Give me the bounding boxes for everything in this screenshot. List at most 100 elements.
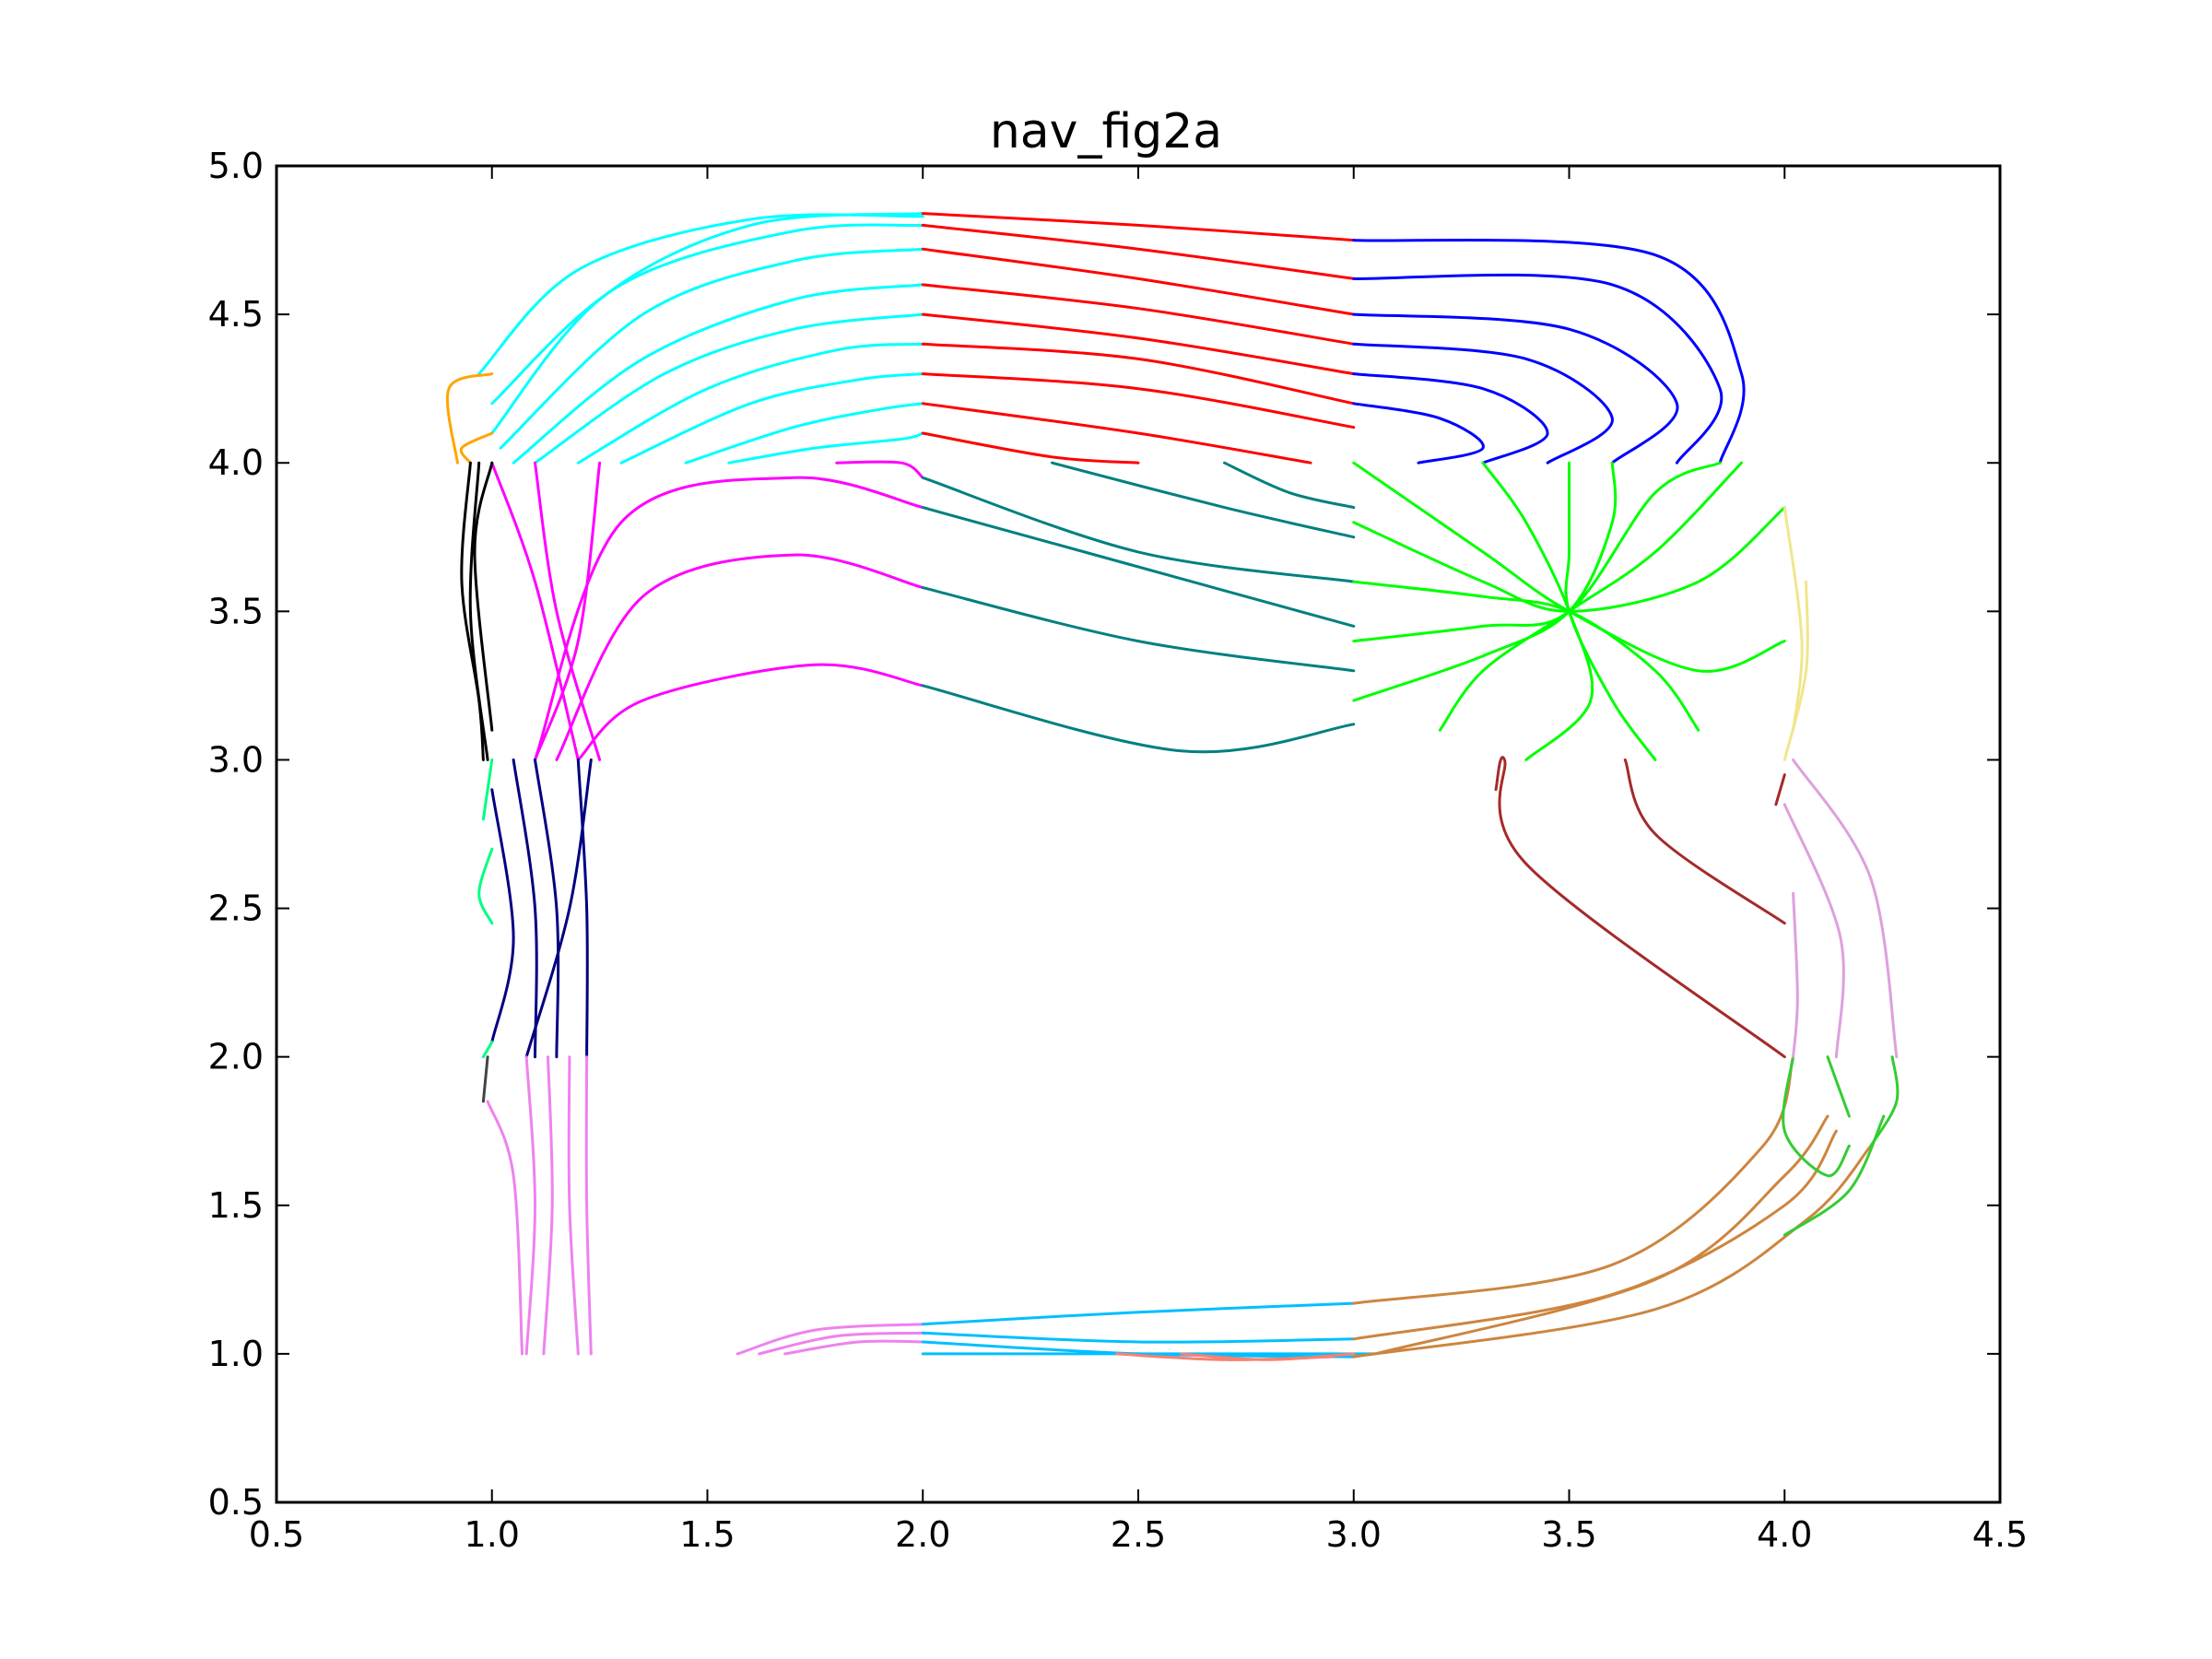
- trajectory-line: [499, 247, 924, 450]
- trajectory-line: [1352, 372, 1549, 465]
- trajectory-line: [468, 461, 489, 761]
- trajectory-line: [584, 1055, 593, 1356]
- trajectory-line: [1352, 238, 1746, 465]
- trajectory-line: [921, 372, 1356, 429]
- trajectory-line: [477, 213, 924, 376]
- trajectory-line: [921, 586, 1356, 673]
- x-axis: 0.5 1.0 1.5 2.0 2.5 3.0 3.5 4.0 4.5: [249, 166, 2028, 1555]
- trajectory-line: [524, 758, 593, 1059]
- trajectory-line: [1352, 312, 1679, 465]
- y-tick-label: 2.5: [208, 888, 264, 929]
- y-tick-label: 2.0: [208, 1037, 264, 1077]
- trajectory-line: [921, 312, 1356, 376]
- trajectory-line: [1438, 461, 1743, 732]
- trajectory-line: [477, 847, 494, 925]
- y-tick-label: 0.5: [208, 1482, 264, 1523]
- trajectory-line: [921, 506, 1356, 628]
- trajectory-series: [490, 758, 593, 1059]
- trajectory-line: [921, 1331, 1356, 1344]
- trajectory-line: [1783, 1114, 1886, 1237]
- trajectory-series: [445, 372, 494, 465]
- x-tick-label: 2.0: [895, 1514, 950, 1555]
- trajectory-series: [477, 212, 924, 465]
- trajectory-line: [1352, 273, 1724, 465]
- trajectory-series: [1783, 506, 1809, 761]
- trajectory-line: [490, 461, 580, 761]
- trajectory-line: [1783, 803, 1845, 1059]
- x-tick-label: 0.5: [249, 1514, 304, 1555]
- trajectory-series: [481, 1055, 489, 1103]
- trajectory-line: [921, 223, 1356, 280]
- trajectory-series: [1783, 758, 1899, 1059]
- trajectory-series: [477, 758, 494, 1059]
- trajectory-series: [1352, 461, 1786, 761]
- trajectory-series: [1494, 756, 1786, 1059]
- trajectory-series: [921, 212, 1356, 465]
- trajectory-line: [542, 1055, 554, 1356]
- trajectory-line: [835, 460, 924, 479]
- trajectory-line: [1051, 461, 1356, 539]
- trajectory-series: [486, 1055, 924, 1356]
- trajectory-line: [684, 402, 924, 465]
- trajectory-line: [534, 461, 602, 761]
- trajectory-line: [921, 212, 1356, 242]
- trajectory-line: [576, 342, 924, 465]
- x-tick-label: 1.0: [465, 1514, 520, 1555]
- trajectory-line: [512, 758, 538, 1059]
- trajectory-line: [555, 553, 924, 761]
- x-tick-label: 3.0: [1326, 1514, 1382, 1555]
- y-tick-label: 4.0: [208, 442, 264, 483]
- trajectory-series: [1352, 238, 1746, 465]
- trajectory-line: [1352, 1144, 1873, 1359]
- trajectory-series: [1115, 1352, 1356, 1361]
- trajectory-line: [1774, 773, 1786, 806]
- trajectory-series: [490, 460, 924, 761]
- trajectory-line: [1223, 461, 1356, 510]
- y-tick-label: 3.0: [208, 739, 264, 780]
- trajectory-line: [1180, 1352, 1356, 1361]
- trajectory-line: [1373, 1114, 1830, 1356]
- trajectory-line: [921, 283, 1356, 346]
- x-tick-label: 4.5: [1972, 1514, 2028, 1555]
- trajectory-line: [490, 223, 924, 406]
- trajectory-line: [459, 431, 494, 465]
- trajectory-line: [481, 758, 494, 821]
- trajectory-series: [921, 461, 1356, 754]
- trajectory-line: [758, 1331, 924, 1356]
- trajectory-series: [1782, 1055, 1900, 1237]
- trajectory-line: [1494, 756, 1786, 1059]
- trajectory-line: [534, 758, 560, 1059]
- trajectory-line: [481, 1041, 494, 1059]
- trajectory-line: [921, 431, 1140, 465]
- trajectory-line: [735, 1323, 924, 1356]
- trajectory-line: [534, 312, 924, 465]
- trajectory-line: [921, 247, 1356, 316]
- trajectory-line: [1352, 402, 1485, 465]
- trajectory-series: [921, 1301, 1377, 1359]
- y-tick-label: 5.0: [208, 146, 264, 186]
- trajectory-line: [460, 461, 485, 761]
- trajectory-line: [1826, 1055, 1851, 1118]
- trajectory-line: [1783, 506, 1804, 732]
- x-tick-label: 3.5: [1541, 1514, 1596, 1555]
- trajectory-series: [460, 461, 494, 761]
- x-tick-label: 2.5: [1111, 1514, 1166, 1555]
- trajectory-line: [1782, 1055, 1851, 1178]
- trajectory-line: [534, 461, 602, 761]
- trajectory-line: [921, 402, 1312, 465]
- x-tick-label: 4.0: [1757, 1514, 1812, 1555]
- trajectory-line: [490, 788, 515, 1044]
- y-tick-label: 1.5: [208, 1185, 264, 1226]
- plot-area: [445, 212, 1900, 1361]
- trajectory-line: [1792, 758, 1899, 1059]
- trajectory-line: [534, 476, 924, 761]
- trajectory-line: [576, 663, 924, 761]
- trajectory-line: [481, 1055, 489, 1103]
- trajectory-line: [576, 758, 589, 1059]
- y-tick-label: 3.5: [208, 591, 264, 631]
- trajectory-line: [619, 372, 924, 465]
- trajectory-line: [1792, 891, 1799, 1059]
- trajectory-line: [1623, 758, 1786, 925]
